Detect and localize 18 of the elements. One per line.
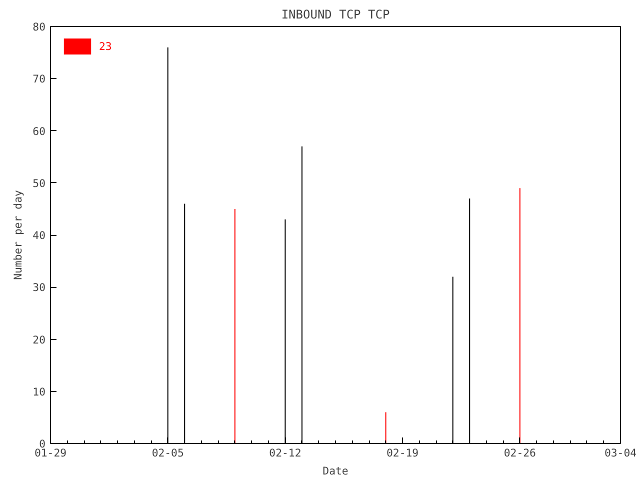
y-tick-label: 50 bbox=[32, 176, 46, 190]
x-tick-label: 01-29 bbox=[34, 446, 67, 460]
x-axis-title: Date bbox=[322, 464, 348, 478]
x-tick-label: 03-04 bbox=[604, 446, 637, 460]
y-tick-label: 60 bbox=[32, 124, 46, 138]
y-tick-label: 70 bbox=[32, 72, 46, 86]
y-tick-label: 10 bbox=[32, 385, 46, 398]
y-tick-label: 30 bbox=[32, 281, 46, 294]
legend-label: 23 bbox=[99, 40, 113, 52]
y-tick-label: 20 bbox=[32, 333, 46, 346]
x-tick-label: 02-05 bbox=[152, 446, 184, 460]
x-tick-label: 02-12 bbox=[269, 446, 302, 460]
chart-title: INBOUND TCP TCP bbox=[281, 8, 390, 22]
x-tick-label: 02-26 bbox=[504, 446, 536, 460]
y-tick-label: 80 bbox=[32, 20, 46, 34]
x-tick-label: 02-19 bbox=[386, 446, 419, 460]
y-axis-title: Number per day bbox=[12, 190, 25, 280]
y-tick-label: 40 bbox=[32, 229, 46, 242]
